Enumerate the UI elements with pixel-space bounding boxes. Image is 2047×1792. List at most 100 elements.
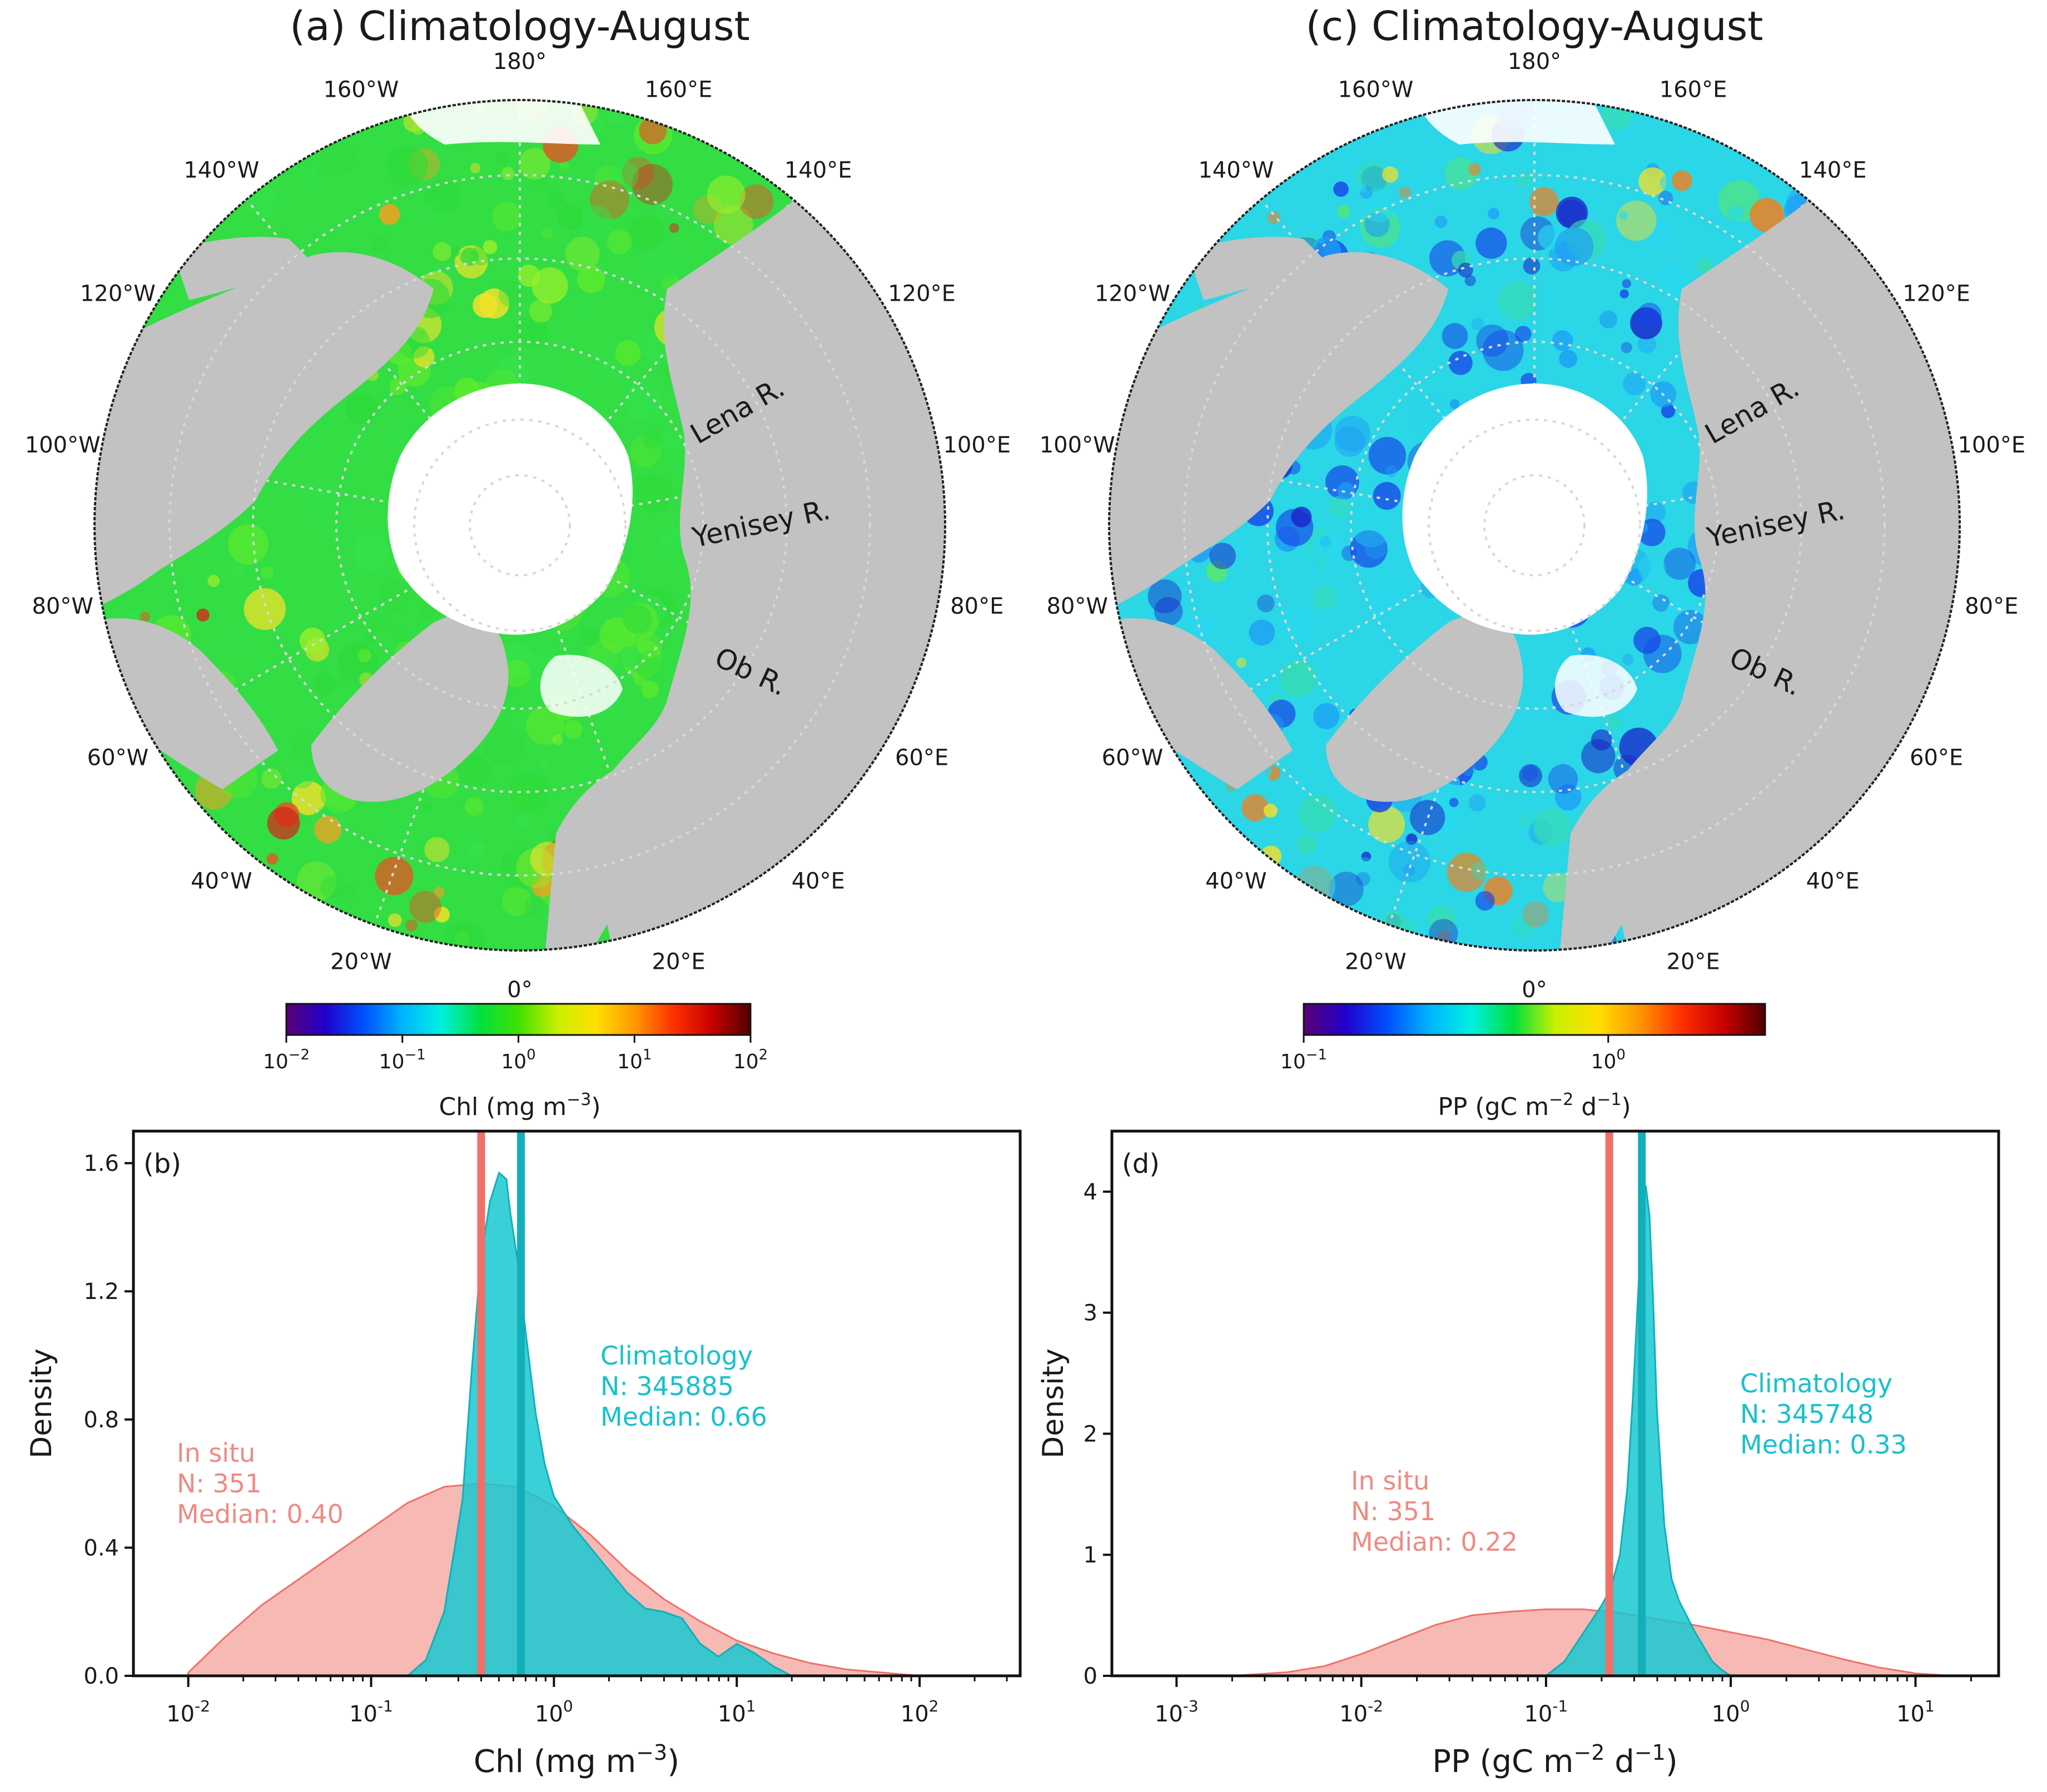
ocean-pixel <box>425 201 444 220</box>
ocean-pixel <box>357 649 371 663</box>
longitude-label: 100°E <box>943 432 1011 458</box>
ocean-pixel <box>1471 317 1484 330</box>
ocean-pixel <box>1434 215 1447 228</box>
ocean-pixel <box>338 884 356 903</box>
ocean-pixel <box>1342 545 1357 561</box>
ocean-pixel <box>577 265 605 293</box>
stat-line: In situ <box>177 1438 255 1468</box>
ocean-pixel <box>628 215 664 251</box>
ocean-pixel <box>1403 864 1415 877</box>
x-tick-label: 10-2 <box>1339 1697 1383 1727</box>
ocean-pixel <box>1314 533 1346 566</box>
ocean-pixel <box>1357 183 1367 193</box>
longitude-label: 60°W <box>1102 745 1163 771</box>
colorbar-ticks: 10−1 100 <box>1280 1035 1626 1073</box>
ocean-pixel <box>526 706 564 745</box>
longitude-label: 80°E <box>950 594 1003 619</box>
longitude-label: 180° <box>493 49 546 74</box>
ocean-pixel <box>1515 326 1532 342</box>
ocean-pixel <box>219 629 246 656</box>
ocean-pixel <box>565 236 600 271</box>
ocean-pixel <box>369 615 385 632</box>
ocean-pixel <box>267 807 300 840</box>
map-border <box>1108 99 1961 952</box>
ocean-pixel <box>1209 542 1236 569</box>
ocean-pixel <box>266 853 279 865</box>
x-tick-label: 10-2 <box>166 1697 210 1727</box>
ocean-pixel <box>1511 914 1536 939</box>
ocean-pixel <box>563 720 583 739</box>
plot-frame <box>1110 1129 2000 1677</box>
ocean-pixel <box>1449 798 1459 807</box>
ocean-pixel <box>1619 211 1628 220</box>
x-axis-label: PP (gC m−2 d−1) <box>1432 1740 1677 1780</box>
stat-line: Median: 0.33 <box>1740 1430 1907 1460</box>
ocean-pixel <box>1660 175 1675 191</box>
ocean-pixel <box>1468 794 1486 812</box>
longitude-label: 20°W <box>1345 949 1406 975</box>
ocean-pixel <box>1591 729 1612 751</box>
ocean-pixel <box>292 735 317 760</box>
graticule <box>1183 174 1886 877</box>
longitude-label: 100°E <box>1957 432 2025 458</box>
ocean-pixel <box>411 326 427 342</box>
ocean-pixel <box>645 242 684 281</box>
colorbar-tick-label: 100 <box>1591 1047 1626 1073</box>
ocean-pixel <box>1619 289 1629 298</box>
ocean-pixel <box>1256 594 1275 613</box>
longitude-label: 0° <box>1522 977 1547 1003</box>
ocean-pixel <box>405 919 418 932</box>
ocean-pixel <box>282 858 293 868</box>
ocean-pixel <box>1373 482 1401 510</box>
ocean-pixel <box>352 534 389 570</box>
ocean-pixel <box>1154 597 1183 626</box>
x-tick-label: 101 <box>1896 1697 1935 1727</box>
y-tick-label: 0 <box>1084 1664 1097 1689</box>
ocean-pixel <box>1147 579 1182 614</box>
ocean-pixel <box>1236 658 1247 668</box>
y-tick-label: 4 <box>1084 1179 1097 1205</box>
stat-line: In situ <box>1351 1466 1429 1496</box>
ocean-pixel <box>292 768 313 789</box>
legend-insitu: In situ N: 351 Median: 0.22 <box>1351 1466 1518 1557</box>
legend-climatology: Climatology N: 345885 Median: 0.66 <box>600 1341 767 1432</box>
ocean-pixel <box>1665 596 1702 633</box>
map-panel-a: (a) Climatology-August <box>25 3 1011 1121</box>
ocean-pixel <box>443 923 485 950</box>
ocean-pixel <box>1449 399 1460 409</box>
ocean-pixel <box>1696 257 1713 274</box>
ocean-pixel <box>501 886 531 916</box>
ocean-pixel <box>433 887 445 898</box>
colorbar-label: PP (gC m−2 d−1) <box>1438 1090 1631 1121</box>
ocean-pixel <box>1516 172 1533 189</box>
colorbar-tick-label: 102 <box>733 1047 768 1073</box>
landmass-greenland <box>311 613 509 802</box>
longitude-label: 20°W <box>330 949 391 975</box>
stat-line: Median: 0.40 <box>177 1499 344 1529</box>
ocean-pixel <box>1361 852 1372 862</box>
map-title: (a) Climatology-August <box>290 3 749 49</box>
ocean-pixel <box>1313 703 1340 729</box>
ocean-pixel <box>424 837 450 862</box>
colorbar-tick-label: 10−1 <box>379 1047 426 1073</box>
panel-label: (d) <box>1122 1148 1160 1179</box>
ocean-pixel <box>1356 872 1370 887</box>
ocean-pixel <box>1663 547 1696 580</box>
longitude-label: 0° <box>507 977 532 1003</box>
ocean-pixel <box>260 566 274 580</box>
ocean-pixel <box>1352 509 1390 547</box>
colorbar-tick-label: 10−1 <box>1280 1047 1327 1073</box>
ocean-pixel <box>1559 350 1578 368</box>
sea-ice-svalbard <box>1554 655 1637 717</box>
ocean-pixel <box>1623 372 1646 396</box>
ocean-pixel <box>1296 834 1318 855</box>
longitude-label: 40°W <box>191 869 252 894</box>
stat-line: Climatology <box>600 1341 753 1371</box>
ocean-pixel <box>531 267 568 304</box>
ocean-pixel <box>1313 585 1338 610</box>
ocean-pixel <box>1622 654 1634 665</box>
ocean-pixel <box>230 564 246 579</box>
ocean-pixel <box>1329 496 1350 517</box>
ocean-pixel <box>595 165 624 193</box>
landmass-scandinavia <box>545 756 658 950</box>
